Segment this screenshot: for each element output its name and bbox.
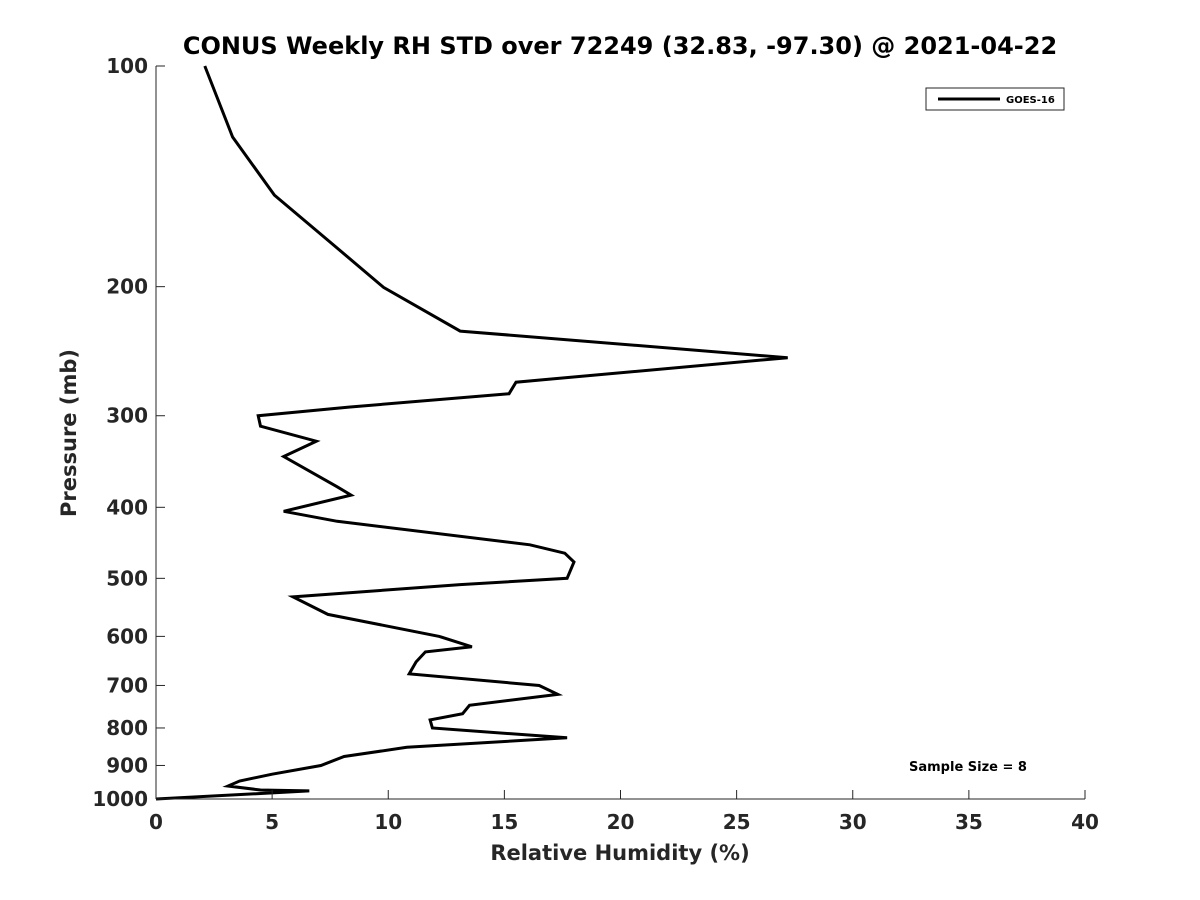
y-tick-label: 300 [106, 404, 148, 428]
y-tick-label: 700 [106, 673, 148, 697]
legend-entry: GOES-16 [1006, 95, 1055, 106]
y-tick-label: 200 [106, 275, 148, 299]
x-tick-label: 30 [839, 810, 867, 834]
y-axis-label: Pressure (mb) [57, 349, 81, 517]
y-tick-label: 900 [106, 753, 148, 777]
x-axis-label: Relative Humidity (%) [490, 841, 749, 865]
y-axis: 100 200 300 400 500 600 700 800 900 1000 [92, 54, 165, 811]
sample-size-annotation: Sample Size = 8 [909, 760, 1027, 775]
x-axis: 0 5 10 15 20 25 30 35 40 [149, 790, 1099, 834]
y-tick-label: 100 [106, 54, 148, 78]
legend: GOES-16 [925, 87, 1065, 111]
y-tick-label: 800 [106, 716, 148, 740]
y-tick-label: 600 [106, 624, 148, 648]
x-tick-label: 25 [723, 810, 751, 834]
x-tick-label: 5 [265, 810, 279, 834]
x-tick-label: 15 [490, 810, 518, 834]
chart-title: CONUS Weekly RH STD over 72249 (32.83, -… [183, 32, 1057, 60]
x-tick-label: 0 [149, 810, 163, 834]
plot-area [155, 65, 788, 801]
y-tick-label: 1000 [92, 787, 148, 811]
y-tick-label: 400 [106, 495, 148, 519]
series-line-goes-16 [155, 65, 788, 801]
x-tick-label: 20 [607, 810, 635, 834]
x-tick-label: 40 [1071, 810, 1099, 834]
y-tick-label: 500 [106, 566, 148, 590]
x-tick-label: 35 [955, 810, 983, 834]
x-tick-label: 10 [374, 810, 402, 834]
